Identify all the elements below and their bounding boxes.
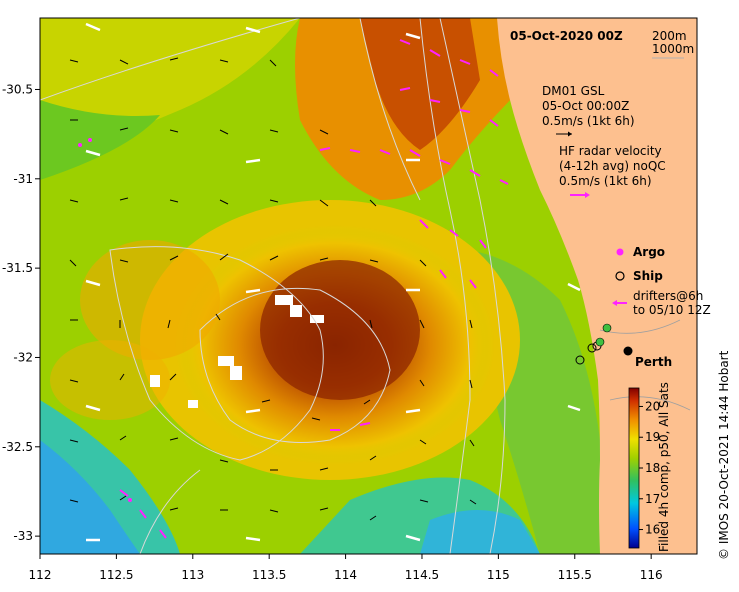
x-tick-label: 114.5 bbox=[405, 568, 439, 582]
x-tick-label: 115.5 bbox=[558, 568, 592, 582]
drifter-marker-icon bbox=[612, 300, 627, 306]
y-tick-label: -30.5 bbox=[2, 82, 33, 96]
x-tick-label: 115 bbox=[487, 568, 510, 582]
colorbar-label: Filled 4h comp, p50, All Sats bbox=[657, 382, 671, 552]
hf-radar-line1: HF radar velocity bbox=[559, 144, 662, 158]
y-tick-label: -32 bbox=[13, 350, 33, 364]
argo-label: Argo bbox=[633, 245, 665, 259]
colorbar-tick-label: 19 bbox=[645, 430, 660, 444]
depth-200m: 200m bbox=[652, 29, 687, 43]
x-tick-label: 112 bbox=[29, 568, 52, 582]
glider-time: 05-Oct 00:00Z bbox=[542, 99, 629, 113]
y-axis: -30.5 -31 -31.5 -32 -32.5 -33 bbox=[2, 82, 40, 543]
drifters-label-1: drifters@6h bbox=[633, 289, 703, 303]
colorbar-ticks: 20 19 18 17 16 bbox=[639, 399, 660, 537]
y-tick-label: -32.5 bbox=[2, 440, 33, 454]
colorbar-tick-label: 20 bbox=[645, 399, 660, 413]
ship-marker-icon bbox=[615, 271, 625, 281]
credit-text: © IMOS 20-Oct-2021 14:44 Hobart bbox=[717, 350, 731, 560]
sst-field bbox=[40, 18, 697, 554]
hf-radar-scale: 0.5m/s (1kt 6h) bbox=[559, 174, 652, 188]
x-tick-label: 113.5 bbox=[252, 568, 286, 582]
x-tick-label: 113 bbox=[181, 568, 204, 582]
glider-name: DM01 GSL bbox=[542, 84, 605, 98]
y-tick-label: -31 bbox=[13, 172, 33, 186]
hf-radar-line2: (4-12h avg) noQC bbox=[559, 159, 666, 173]
depth-1000m: 1000m bbox=[652, 42, 694, 56]
colorbar bbox=[628, 387, 640, 549]
argo-marker-icon bbox=[616, 248, 624, 256]
ship-label: Ship bbox=[633, 269, 663, 283]
colorbar-tick-label: 16 bbox=[645, 523, 660, 537]
x-tick-label: 114 bbox=[334, 568, 357, 582]
glider-scale: 0.5m/s (1kt 6h) bbox=[542, 114, 635, 128]
y-tick-label: -31.5 bbox=[2, 261, 33, 275]
x-tick-label: 112.5 bbox=[99, 568, 133, 582]
colorbar-tick-label: 17 bbox=[645, 492, 660, 506]
x-axis: 112 112.5 113 113.5 114 114.5 115 115.5 116 bbox=[29, 554, 663, 582]
black-arrow-icon bbox=[556, 131, 572, 137]
x-tick-label: 116 bbox=[640, 568, 663, 582]
perth-marker-icon bbox=[623, 346, 633, 356]
map-title: 05-Oct-2020 00Z bbox=[510, 29, 623, 43]
colorbar-tick-label: 18 bbox=[645, 461, 660, 475]
drifters-label-2: to 05/10 12Z bbox=[633, 303, 711, 317]
magenta-arrow-icon bbox=[570, 192, 590, 198]
perth-label: Perth bbox=[635, 355, 672, 369]
y-tick-label: -33 bbox=[13, 529, 33, 543]
